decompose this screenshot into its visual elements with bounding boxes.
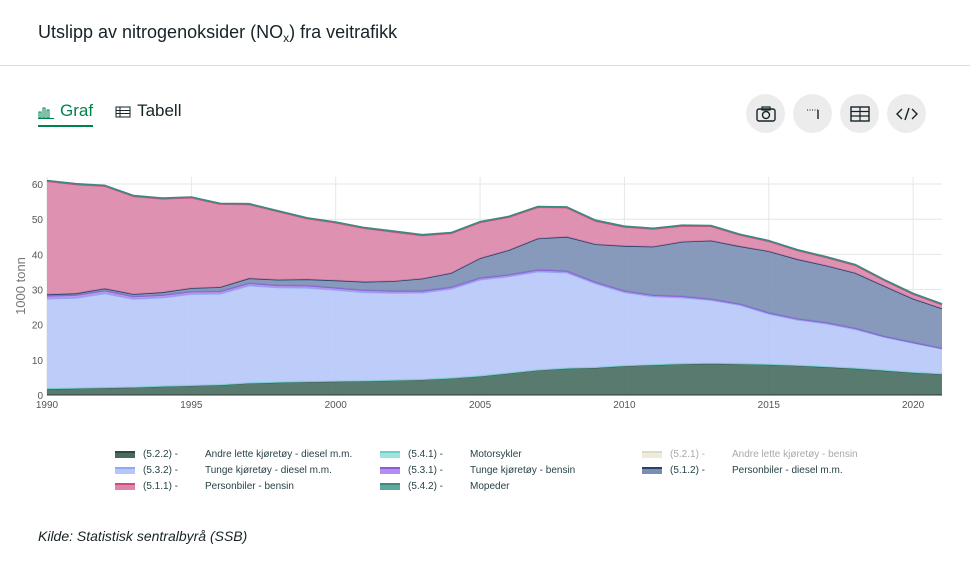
dotted-menu-icon — [806, 109, 819, 119]
x-tick-label: 2020 — [902, 400, 925, 411]
legend-swatch — [642, 450, 662, 458]
legend-label: Personbiler - bensin — [205, 480, 294, 492]
legend-code: (5.4.1) - — [408, 448, 444, 460]
tab-tabell[interactable]: Tabell — [115, 100, 181, 125]
legend-item[interactable]: (5.4.2) - Mopeder — [380, 479, 509, 493]
view-tabs: Graf Tabell — [38, 100, 181, 127]
y-tick-label: 60 — [32, 180, 44, 191]
tab-graf[interactable]: Graf — [38, 100, 94, 127]
legend-code: (5.2.1) - — [670, 448, 706, 460]
legend-label: Mopeder — [470, 480, 510, 492]
y-tick-label: 30 — [32, 286, 44, 297]
legend-item[interactable]: (5.1.1) - Personbiler - bensin — [115, 479, 294, 493]
legend-code: (5.1.2) - — [670, 464, 706, 476]
code-icon — [895, 107, 918, 120]
legend-code: (5.3.2) - — [143, 464, 179, 476]
legend-item[interactable]: (5.4.1) - Motorsykler — [380, 447, 522, 461]
download-image-button[interactable] — [746, 94, 785, 133]
legend-item[interactable]: (5.3.1) - Tunge kjøretøy - bensin — [380, 463, 575, 477]
legend-label: Tunge kjøretøy - bensin — [470, 464, 576, 476]
area-5.1.1 — [47, 181, 942, 309]
legend-label: Andre lette kjøretøy - bensin — [732, 448, 858, 460]
legend-code: (5.4.2) - — [408, 480, 444, 492]
legend-code: (5.2.2) - — [143, 448, 179, 460]
legend-swatch — [380, 466, 400, 474]
legend-item[interactable]: (5.2.1) - Andre lette kjøretøy - bensin — [642, 447, 858, 461]
legend-label: Tunge kjøretøy - diesel m.m. — [205, 464, 332, 476]
y-axis-label: 1000 tonn — [13, 257, 28, 315]
legend-item[interactable]: (5.3.2) - Tunge kjøretøy - diesel m.m. — [115, 463, 332, 477]
area-5.2.2 — [47, 363, 942, 395]
table-icon — [115, 104, 131, 118]
legend-swatch — [115, 466, 135, 474]
bar-chart-icon — [38, 104, 54, 119]
area-chart: 0 10 20 30 40 50 60 1990 1995 2000 2005 2010 2015 202… — [13, 177, 943, 411]
legend-code: (5.1.1) - — [143, 480, 179, 492]
x-tick-label: 2010 — [613, 400, 636, 411]
legend-label: Personbiler - diesel m.m. — [732, 464, 843, 476]
legend-swatch — [380, 450, 400, 458]
y-tick-label: 40 — [32, 250, 44, 261]
x-tick-label: 1990 — [36, 400, 59, 411]
legend-code: (5.3.1) - — [408, 464, 444, 476]
x-tick-label: 2015 — [758, 400, 781, 411]
toolbar — [746, 94, 926, 133]
area-5.3.2 — [47, 271, 942, 389]
y-tick-label: 50 — [32, 215, 44, 226]
camera-icon — [755, 105, 776, 122]
page-title: Utslipp av nitrogenoksider (NOx) fra vei… — [38, 22, 398, 45]
legend-swatch — [115, 482, 135, 490]
x-tick-label: 1995 — [180, 400, 203, 411]
y-tick-label: 10 — [32, 356, 44, 367]
page-header: Utslipp av nitrogenoksider (NOx) fra vei… — [0, 0, 970, 66]
menu-button[interactable] — [793, 94, 832, 133]
legend-label: Andre lette kjøretøy - diesel m.m. — [205, 448, 353, 460]
area-5.1.2 — [47, 236, 942, 349]
legend-swatch — [642, 466, 662, 474]
line-5.4.2 — [46, 179, 943, 305]
y-tick-label: 20 — [32, 321, 44, 332]
y-tick-label: 0 — [37, 391, 43, 402]
source-note: Kilde: Statistisk sentralbyrå (SSB) — [38, 528, 248, 544]
legend-swatch — [380, 482, 400, 490]
legend-swatch — [115, 450, 135, 458]
table-view-button[interactable] — [840, 94, 879, 133]
legend-item[interactable]: (5.2.2) - Andre lette kjøretøy - diesel m… — [115, 447, 352, 461]
legend-label: Motorsykler — [470, 448, 522, 460]
legend-item[interactable]: (5.1.2) - Personbiler - diesel m.m. — [642, 463, 843, 477]
table-icon — [849, 105, 870, 122]
embed-button[interactable] — [887, 94, 926, 133]
x-tick-label: 2005 — [469, 400, 492, 411]
x-tick-label: 2000 — [325, 400, 348, 411]
